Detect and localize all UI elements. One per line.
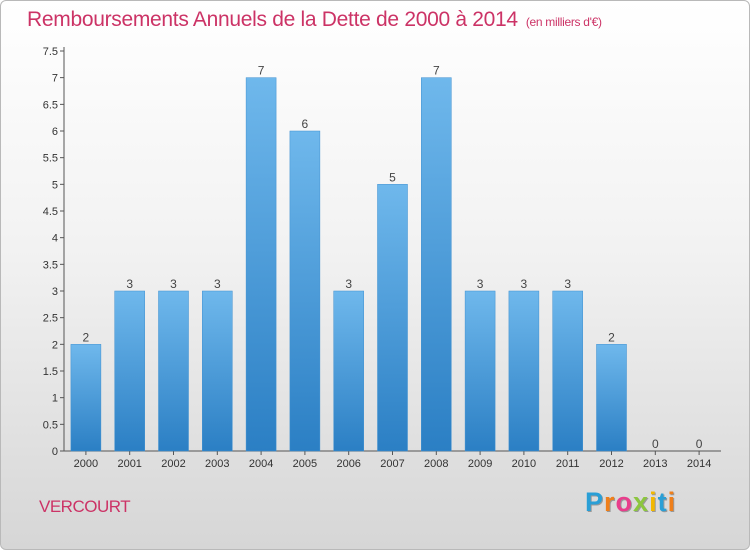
bar-2004 [245,77,277,452]
data-label-2000: 2 [83,330,90,344]
title-text: Remboursements Annuels de la Dette de 20… [27,8,518,31]
y-tick-label: 1 [52,393,58,405]
x-tick-label-2013: 2013 [643,458,667,470]
data-label-2013: 0 [652,437,659,451]
x-tick-label-2010: 2010 [512,458,536,470]
x-tick-label-2011: 2011 [556,458,580,470]
y-tick-label: 0 [52,446,58,458]
y-tick-label: 2.5 [43,313,58,325]
y-tick-label: 5 [52,179,58,191]
bar-2001 [114,290,145,452]
y-tick-label: 3 [52,286,58,298]
logo-letter: o [615,487,634,517]
y-tick-label: 0.5 [43,419,58,431]
x-tick-label-2005: 2005 [293,458,317,470]
x-tick-label-2007: 2007 [380,458,404,470]
y-tick-label: 4.5 [43,206,58,218]
data-label-2014: 0 [696,437,703,451]
x-tick-label-2002: 2002 [161,458,185,470]
x-tick-label-2009: 2009 [468,458,492,470]
y-tick-label: 6 [52,126,58,138]
logo-letter: r [604,487,616,517]
x-tick-label-2008: 2008 [424,458,448,470]
data-label-2002: 3 [170,277,177,291]
bar-2006 [333,290,364,452]
bar-2005 [289,130,321,452]
data-label-2012: 2 [608,330,615,344]
logo-letter: x [633,487,650,517]
data-label-2006: 3 [345,277,352,291]
bar-2007 [377,184,408,452]
data-label-2001: 3 [126,277,133,291]
data-label-2007: 5 [389,170,396,184]
bar-2000 [70,344,102,452]
unit-note: (en milliers d'€) [525,15,602,29]
x-tick-label-2000: 2000 [74,458,98,470]
data-label-2009: 3 [477,277,484,291]
x-tick-label-2004: 2004 [249,458,273,470]
logo-letter: i [667,487,677,517]
bar-2012 [596,344,627,452]
x-tick-label-2003: 2003 [205,458,229,470]
y-tick-label: 7 [52,73,58,85]
data-label-2008: 7 [433,64,440,78]
bar-2008 [421,77,452,452]
data-label-2010: 3 [521,277,528,291]
y-tick-label: 7.5 [43,46,58,58]
chart-title: Remboursements Annuels de la Dette de 20… [27,8,602,32]
bar-2010 [508,290,540,452]
bar-2009 [464,290,496,452]
logo-letter: P [585,487,605,517]
data-label-2011: 3 [564,277,571,291]
x-tick-label-2014: 2014 [687,458,711,470]
y-tick-label: 5.5 [43,153,58,165]
y-tick-label: 4 [52,233,58,245]
y-tick-label: 2 [52,339,58,351]
y-tick-label: 1.5 [43,366,58,378]
bar-2002 [158,290,189,452]
x-tick-label-2006: 2006 [336,458,360,470]
x-tick-label-2001: 2001 [117,458,141,470]
bar-2003 [202,290,233,452]
y-tick-label: 6.5 [43,99,58,111]
bar-2011 [552,290,583,452]
logo-letter: t [657,487,668,517]
commune-name: VERCOURT [39,497,131,516]
x-tick-label-2012: 2012 [599,458,623,470]
y-tick-label: 3.5 [43,259,58,271]
data-label-2004: 7 [258,64,265,78]
logo-letter: i [649,487,658,517]
data-label-2003: 3 [214,277,221,291]
data-label-2005: 6 [302,117,309,131]
proxiti-logo: Proxiti [585,487,676,518]
